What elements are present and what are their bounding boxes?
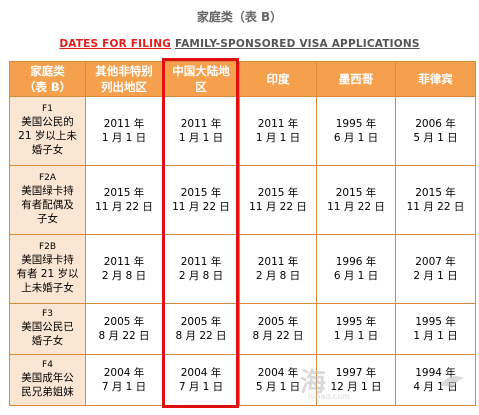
subtitle: DATES FOR FILING FAMILY-SPONSORED VISA A… [0,38,479,50]
subtitle-family-visa: FAMILY-SPONSORED VISA APPLICATIONS [174,38,420,50]
header-china-mainland: 中国大陆地 区 [162,61,240,97]
category-cell: F2B 美国绿卡持 有者 21 岁以 上未婚子女 [9,233,86,304]
header-mexico: 墨西哥 [316,61,396,97]
subtitle-dates-for-filing: DATES FOR FILING [59,38,172,50]
header-other-regions: 其他非特别 列出地区 [85,61,163,97]
header-india: 印度 [239,61,317,97]
date-cell: 2015 年 11 月 22 日 [85,164,163,235]
category-cell: F1 美国公民的 21 岁以上未 婚子女 [9,96,86,166]
header-category: 家庭类 （表 B） [9,61,86,97]
category-cell: F3 美国公民已 婚子女 [9,302,86,355]
header-philippines: 菲律宾 [395,61,476,97]
date-cell: 2015 年 11 月 22 日 [162,164,240,235]
table-row: F2A 美国绿卡持 有者配偶及 子女 2015 年 11 月 22 日 2015 … [9,164,476,235]
visa-bulletin-table: 家庭类 （表 B） 其他非特别 列出地区 中国大陆地 区 印度 墨西哥 菲律宾 [9,61,476,407]
page-title: 家庭类（表 B） [196,10,283,24]
table-header-row: 家庭类 （表 B） 其他非特别 列出地区 中国大陆地 区 印度 墨西哥 菲律宾 [9,61,476,97]
date-cell: 2015 年 11 月 22 日 [395,164,476,235]
category-cell: F4 美国成年公 民兄弟姐妹 [9,353,86,407]
date-cell: 2015 年 11 月 22 日 [316,164,396,235]
date-cell: 2015 年 11 月 22 日 [239,164,317,235]
category-cell: F2A 美国绿卡持 有者配偶及 子女 [9,164,86,235]
date-cell: 1997 年 12 月 1 日 [316,353,396,407]
